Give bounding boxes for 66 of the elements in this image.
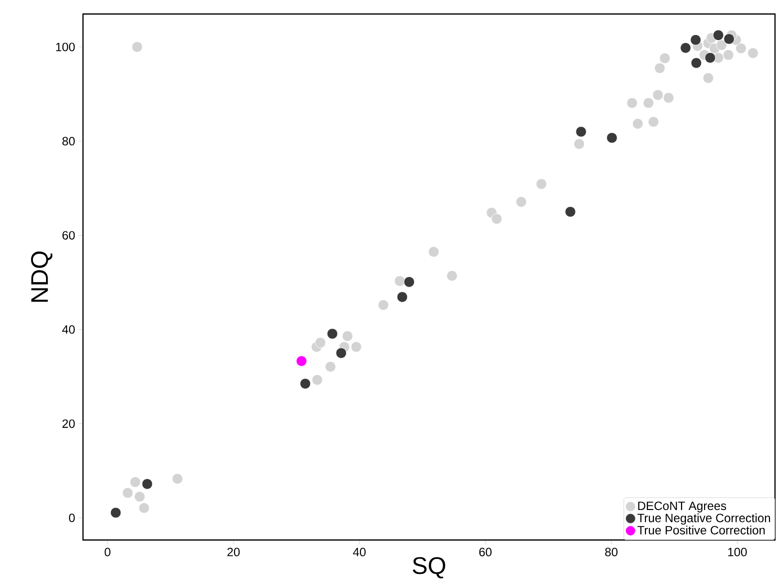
x-tick-label: 40 xyxy=(353,548,366,556)
x-tick-label: 20 xyxy=(227,548,240,556)
point xyxy=(736,42,746,54)
point xyxy=(446,270,458,282)
point xyxy=(642,98,654,108)
point xyxy=(132,42,143,52)
x-tick-label: 60 xyxy=(479,548,492,556)
point xyxy=(130,476,141,488)
point xyxy=(138,502,150,514)
legend-label: True Positive Correction xyxy=(637,526,765,534)
point xyxy=(722,50,734,60)
point xyxy=(396,292,408,302)
point xyxy=(690,34,702,46)
y-tick-label: 60 xyxy=(62,231,75,240)
point xyxy=(632,118,644,130)
point xyxy=(314,337,326,348)
point xyxy=(300,378,311,390)
point xyxy=(536,178,547,190)
point xyxy=(296,356,307,367)
point xyxy=(704,52,716,64)
point xyxy=(516,196,527,208)
y-tick-label: 80 xyxy=(62,136,75,146)
point xyxy=(654,62,666,74)
point xyxy=(326,328,338,340)
point xyxy=(142,478,153,490)
point xyxy=(748,48,758,59)
point xyxy=(325,361,336,372)
point xyxy=(716,40,727,51)
legend-label: True Negative Correction xyxy=(637,513,770,525)
y-tick-label: 20 xyxy=(62,419,75,428)
y-tick-label: 0 xyxy=(69,514,75,522)
point xyxy=(564,206,576,218)
point xyxy=(491,213,502,224)
x-tick-label: 0 xyxy=(104,548,110,556)
point xyxy=(394,276,406,286)
point xyxy=(110,507,122,518)
point xyxy=(336,348,347,358)
y-tick-label: 100 xyxy=(56,42,75,52)
legend-label: DECoNT Agrees xyxy=(638,502,726,512)
point xyxy=(712,30,724,41)
point xyxy=(702,72,714,84)
point xyxy=(606,132,618,144)
point xyxy=(312,374,323,386)
y-axis-title: NDQ xyxy=(31,251,52,302)
y-tick-label: 40 xyxy=(62,325,75,334)
point xyxy=(134,491,146,502)
x-tick-label: 100 xyxy=(728,548,747,556)
point xyxy=(680,42,692,54)
point xyxy=(350,341,362,352)
point xyxy=(378,300,389,310)
point xyxy=(342,330,353,342)
point xyxy=(648,116,659,128)
point xyxy=(404,276,415,288)
point xyxy=(576,126,587,138)
x-axis-title: SQ xyxy=(412,557,446,578)
point xyxy=(428,246,440,258)
point xyxy=(724,34,734,44)
point xyxy=(626,98,638,108)
point xyxy=(122,487,134,498)
point xyxy=(663,92,674,104)
point xyxy=(172,473,183,484)
x-tick-label: 80 xyxy=(605,548,618,556)
point xyxy=(652,90,664,100)
point xyxy=(690,58,702,68)
point xyxy=(574,138,585,150)
point xyxy=(659,52,670,64)
